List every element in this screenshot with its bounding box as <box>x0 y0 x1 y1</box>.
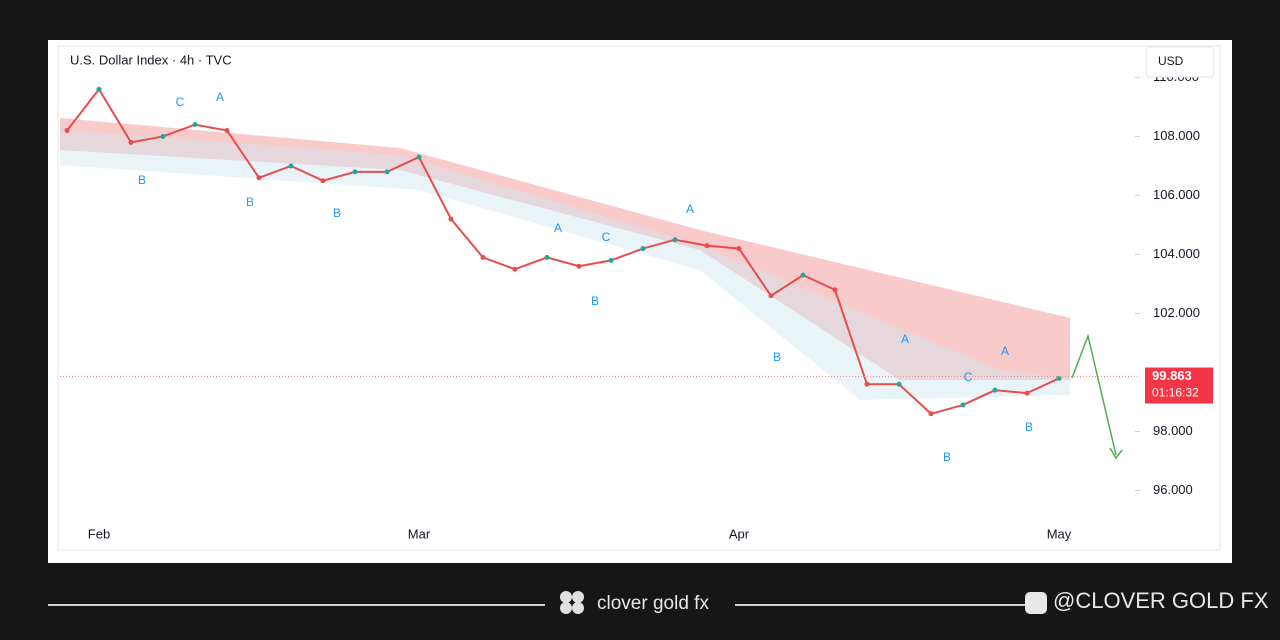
wave-label: C <box>176 95 185 109</box>
price-point <box>960 402 966 408</box>
wave-label: C <box>602 230 611 244</box>
price-point <box>672 237 678 243</box>
wave-label: C <box>964 370 973 384</box>
price-point <box>256 175 262 181</box>
projection <box>1071 333 1117 456</box>
currency-button[interactable] <box>1145 46 1215 78</box>
wave-label: B <box>943 450 951 464</box>
price-point <box>896 381 902 387</box>
price-point <box>352 169 358 175</box>
price-point <box>1056 375 1062 381</box>
y-tick-label: 96.000 <box>1153 482 1193 497</box>
price-point <box>64 128 70 134</box>
price-point <box>992 387 998 393</box>
price-line <box>66 87 1060 415</box>
wave-label: A <box>216 90 224 104</box>
cloud <box>60 118 1070 380</box>
price-point <box>576 263 582 269</box>
last-price-label: 99.863 <box>1152 368 1192 383</box>
price-point <box>1024 390 1030 396</box>
footer-brand: clover gold fx <box>597 593 709 614</box>
last-price-box <box>1145 367 1213 404</box>
chart-border <box>57 45 1221 551</box>
price-point <box>192 122 198 128</box>
price-point <box>320 178 326 184</box>
chart-panel <box>48 40 1232 563</box>
price-point <box>640 246 646 252</box>
wave-label: B <box>333 206 341 220</box>
price-point <box>480 254 486 260</box>
price-point <box>224 128 230 134</box>
x-tick-label: May <box>1047 526 1072 541</box>
clover-icon <box>560 591 584 614</box>
price-point <box>384 169 390 175</box>
x-tick-label: Apr <box>729 526 750 541</box>
wave-label: B <box>246 195 254 209</box>
x-tick-label: Mar <box>408 526 431 541</box>
price-point <box>800 272 806 278</box>
price-point <box>96 86 102 92</box>
y-tick-label: 108.000 <box>1153 128 1200 143</box>
price-point <box>608 257 614 263</box>
price-point <box>704 243 710 249</box>
price-point <box>768 293 774 299</box>
price-point <box>544 254 550 260</box>
price-point <box>736 246 742 252</box>
price-point <box>864 381 870 387</box>
price-point <box>448 216 454 222</box>
facebook-icon <box>1025 592 1047 614</box>
y-tick-label: 104.000 <box>1153 246 1200 261</box>
wave-label: A <box>1001 344 1009 358</box>
price-point <box>288 163 294 169</box>
price-point <box>832 287 838 293</box>
y-tick-label: 106.000 <box>1153 187 1200 202</box>
price-point <box>928 411 934 417</box>
y-tick-label: 98.000 <box>1153 423 1193 438</box>
wave-label: A <box>554 221 562 235</box>
countdown-label: 01:16:32 <box>1152 386 1199 400</box>
wave-label: B <box>591 294 599 308</box>
wave-label: A <box>686 202 694 216</box>
wave-label: B <box>138 173 146 187</box>
price-point <box>416 154 422 160</box>
price-point <box>128 139 134 145</box>
wave-label: B <box>773 350 781 364</box>
wave-label: A <box>901 332 909 346</box>
projection-arrowhead <box>1109 447 1123 460</box>
chart-title: U.S. Dollar Index · 4h · TVC <box>70 52 232 67</box>
y-tick-label: 102.000 <box>1153 305 1200 320</box>
price-point <box>160 133 166 139</box>
x-tick-label: Feb <box>88 526 110 541</box>
footer-handle: @CLOVER GOLD FX <box>1053 588 1269 613</box>
wave-label: B <box>1025 420 1033 434</box>
bands <box>60 130 1070 400</box>
price-point <box>512 266 518 272</box>
currency-label: USD <box>1158 54 1184 68</box>
